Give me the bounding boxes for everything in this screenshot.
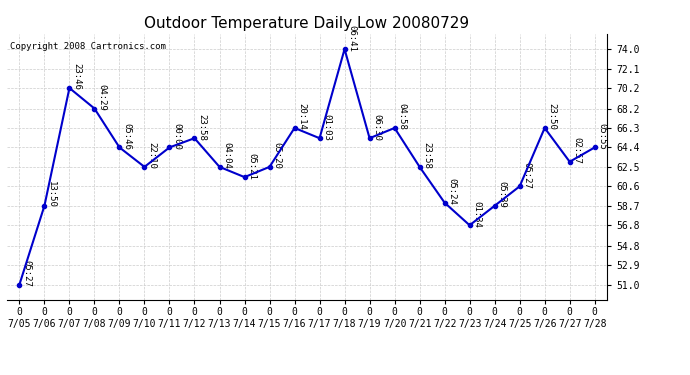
- Text: 06:30: 06:30: [373, 114, 382, 141]
- Text: 00:00: 00:00: [172, 123, 181, 150]
- Text: 04:58: 04:58: [397, 104, 406, 130]
- Text: 01:34: 01:34: [473, 201, 482, 228]
- Text: Copyright 2008 Cartronics.com: Copyright 2008 Cartronics.com: [10, 42, 166, 51]
- Text: 05:27: 05:27: [522, 162, 531, 189]
- Text: 04:29: 04:29: [97, 84, 106, 111]
- Text: 05:20: 05:20: [273, 142, 282, 169]
- Text: 02:57: 02:57: [573, 137, 582, 164]
- Title: Outdoor Temperature Daily Low 20080729: Outdoor Temperature Daily Low 20080729: [144, 16, 470, 31]
- Text: 04:04: 04:04: [222, 142, 231, 169]
- Text: 05:55: 05:55: [598, 123, 607, 150]
- Text: 23:46: 23:46: [72, 63, 81, 90]
- Text: 06:41: 06:41: [347, 24, 356, 51]
- Text: 13:50: 13:50: [47, 181, 56, 208]
- Text: 05:24: 05:24: [447, 178, 456, 205]
- Text: 20:14: 20:14: [297, 104, 306, 130]
- Text: 23:58: 23:58: [197, 114, 206, 141]
- Text: 05:39: 05:39: [497, 181, 506, 208]
- Text: 01:03: 01:03: [322, 114, 331, 141]
- Text: 05:27: 05:27: [22, 260, 31, 287]
- Text: 23:50: 23:50: [547, 104, 556, 130]
- Text: 22:10: 22:10: [147, 142, 156, 169]
- Text: 05:46: 05:46: [122, 123, 131, 150]
- Text: 05:21: 05:21: [247, 153, 256, 180]
- Text: 23:58: 23:58: [422, 142, 431, 169]
